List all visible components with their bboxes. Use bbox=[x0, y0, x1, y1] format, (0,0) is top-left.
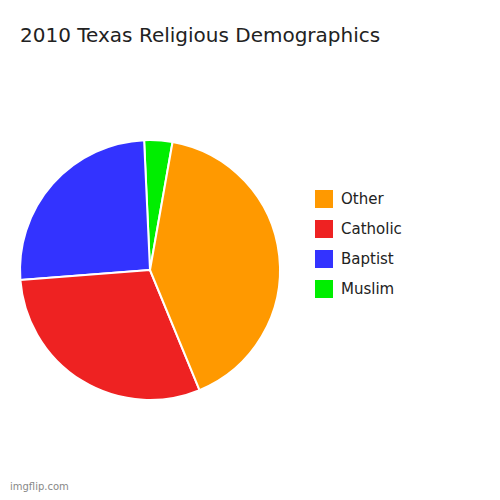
title: 2010 Texas Religious Demographics bbox=[20, 23, 380, 47]
pie bbox=[20, 140, 280, 400]
legend-label: Other bbox=[341, 190, 384, 208]
legend: Other Catholic Baptist Muslim bbox=[315, 190, 402, 298]
pie-slice bbox=[150, 142, 280, 390]
chart-container: 2010 Texas Religious Demographics Other Ca… bbox=[0, 0, 500, 500]
pie-slice bbox=[20, 140, 150, 280]
chart: 2010 Texas Religious Demographics Other Ca… bbox=[0, 0, 500, 500]
legend-swatch bbox=[315, 190, 333, 208]
annotation: imgflip.com bbox=[10, 481, 69, 492]
legend-label: Catholic bbox=[341, 220, 402, 238]
legend-swatch bbox=[315, 280, 333, 298]
legend-swatch bbox=[315, 220, 333, 238]
background bbox=[0, 0, 500, 500]
legend-swatch bbox=[315, 250, 333, 268]
legend-label: Muslim bbox=[341, 280, 394, 298]
legend-label: Baptist bbox=[341, 250, 394, 268]
